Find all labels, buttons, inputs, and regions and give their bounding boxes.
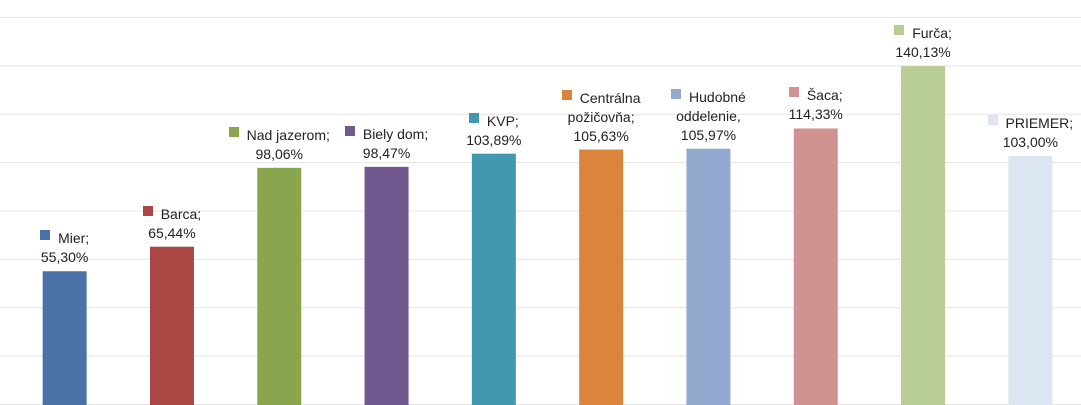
bar [1008, 155, 1053, 405]
legend-key [142, 205, 153, 216]
legend-key [894, 25, 905, 36]
legend-key [987, 114, 998, 125]
data-label: Nad jazerom; 98,06% [226, 126, 332, 164]
category-label: Biely dom; [362, 125, 429, 142]
value-label: 98,06% [255, 145, 303, 162]
data-label: Barca; 65,44% [119, 205, 225, 243]
legend-key [40, 230, 51, 241]
value-label: 114,33% [788, 106, 843, 123]
legend-key [788, 87, 799, 98]
bar [579, 149, 624, 405]
data-label: Šaca; 114,33% [763, 86, 869, 124]
legend-key [468, 112, 479, 123]
bar [686, 148, 731, 405]
legend-key [344, 125, 355, 136]
legend-key [561, 89, 572, 100]
bar [793, 128, 838, 405]
data-label: Mier; 55,30% [12, 229, 118, 267]
value-label: 55,30% [40, 249, 89, 266]
category-label: Šaca; [806, 87, 843, 104]
legend-key [228, 126, 239, 137]
category-label: Nad jazerom; [246, 126, 330, 143]
data-label: Biely dom; 98,47% [334, 125, 440, 163]
category-label: Mier; [58, 230, 90, 247]
bar [42, 271, 87, 405]
category-label: KVP; [486, 112, 519, 129]
category-label: Centrálna požičovňa; [567, 89, 641, 125]
value-label: 103,00% [1002, 133, 1058, 150]
data-label: Hudobné oddelenie, 105,97% [655, 88, 761, 145]
value-label: 65,44% [148, 224, 196, 241]
legend-key [671, 88, 682, 99]
value-label: 140,13% [895, 44, 951, 61]
value-label: 105,63% [573, 127, 629, 144]
value-label: 103,89% [466, 131, 522, 148]
bar [149, 246, 194, 405]
category-label: Barca; [160, 205, 202, 222]
data-label: PRIEMER; 103,00% [977, 114, 1081, 152]
category-label: Hudobné oddelenie, [676, 88, 746, 124]
bar [471, 153, 516, 405]
bar [901, 66, 946, 405]
category-label: Furča; [912, 25, 952, 42]
data-label: Centrálna požičovňa; 105,63% [548, 89, 654, 146]
value-label: 105,97% [680, 126, 737, 143]
bar [364, 166, 409, 405]
value-label: 98,47% [362, 144, 411, 161]
data-label: KVP; 103,89% [441, 112, 547, 150]
category-label: PRIEMER; [1005, 114, 1074, 131]
bar [257, 167, 302, 405]
data-label: Furča; 140,13% [870, 24, 976, 62]
